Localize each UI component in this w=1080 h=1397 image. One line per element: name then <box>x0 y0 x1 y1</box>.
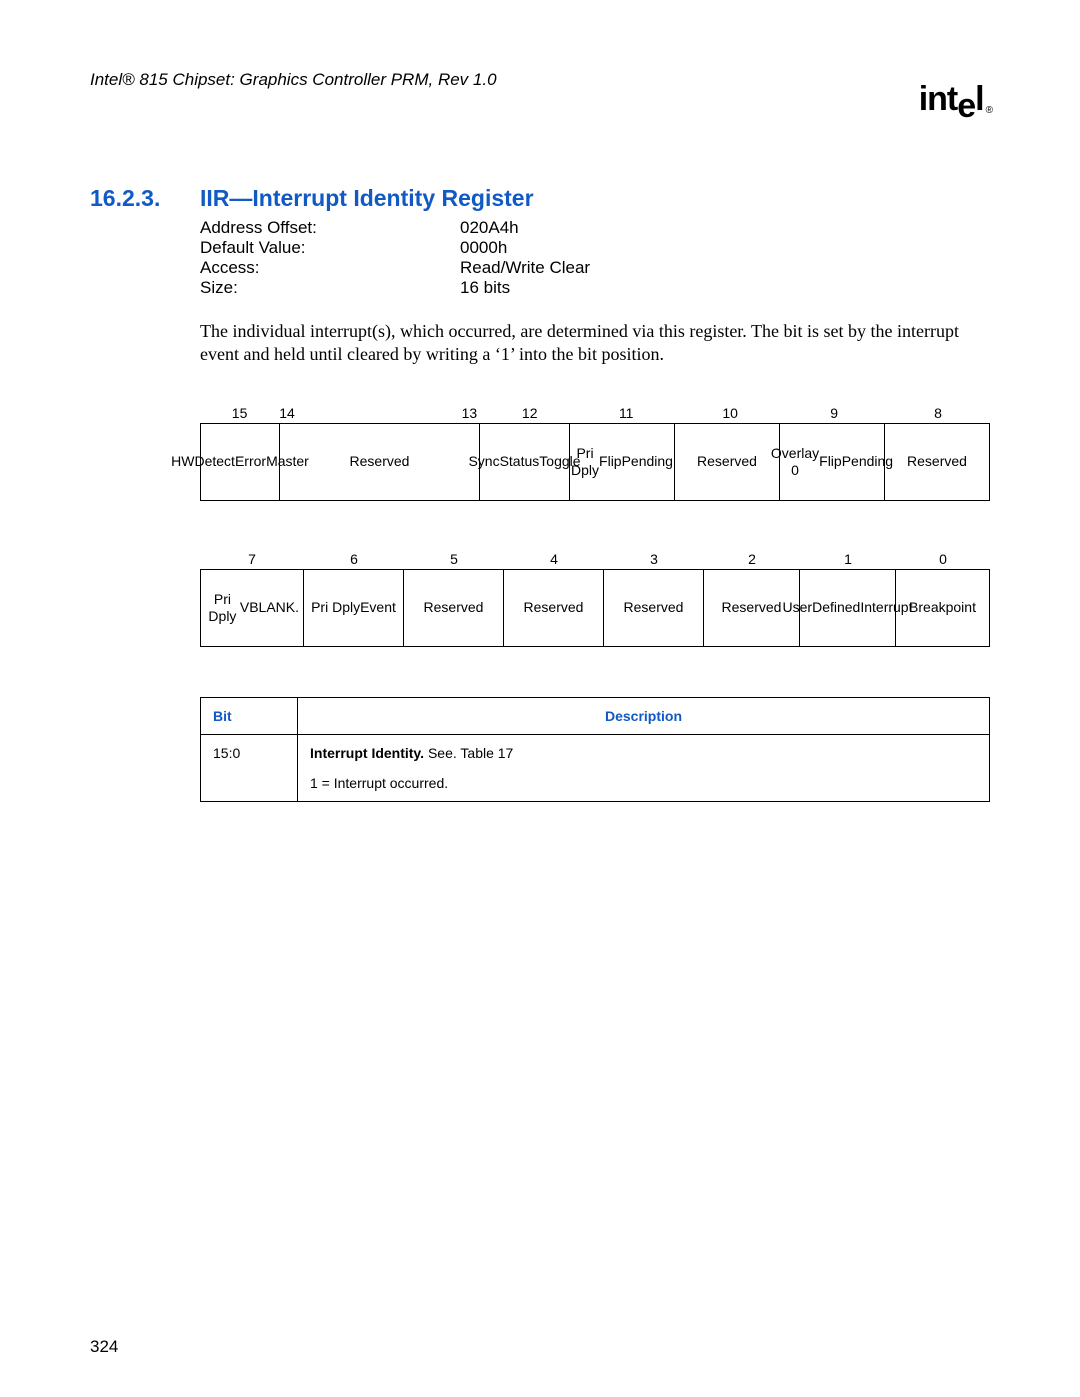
bit-cell-line: Overlay 0 <box>771 445 819 480</box>
bit-cell-line: Detect <box>194 453 234 471</box>
bit-cell-line: User <box>783 599 813 617</box>
desc-text: See. Table 17 <box>424 745 513 761</box>
bit-diagram-high: 15141312111098HWDetectErrorMasterReserve… <box>200 405 990 501</box>
table-header-bit: Bit <box>201 698 298 735</box>
bit-number: 2 <box>704 551 800 569</box>
page-number: 324 <box>90 1337 118 1357</box>
bit-cell-line: Pri Dply <box>311 599 360 617</box>
bit-cell: UserDefinedInterrupt <box>800 569 896 647</box>
bit-cell-line: Reserved <box>697 453 757 471</box>
bit-cell: Reserved <box>885 423 990 501</box>
bit-cell: Pri DplyFlipPending <box>570 423 675 501</box>
bit-number: 5 <box>404 551 504 569</box>
bit-cell-line: Status <box>500 453 540 471</box>
bit-cell-line: Error <box>235 453 266 471</box>
desc-bold-text: Interrupt Identity. <box>310 745 424 761</box>
bit-header-row: 15141312111098 <box>200 405 990 423</box>
table-cell-bit: 15:0 <box>201 735 298 802</box>
field-value: Read/Write Clear <box>460 258 590 278</box>
bit-cell-line: Reserved <box>624 599 684 617</box>
bit-cell-line: Event <box>360 599 396 617</box>
bit-cell: Reserved <box>504 569 604 647</box>
bit-body-row: Pri DplyVBLANK.Pri DplyEventReservedRese… <box>200 569 990 647</box>
field-value: 0000h <box>460 238 507 258</box>
bit-diagram-low: 76543210Pri DplyVBLANK.Pri DplyEventRese… <box>200 551 990 647</box>
bit-cell: Reserved <box>604 569 704 647</box>
bit-cell: Breakpoint <box>896 569 990 647</box>
bit-cell: Reserved <box>280 423 480 501</box>
bit-number: 6 <box>304 551 404 569</box>
description-paragraph: The individual interrupt(s), which occur… <box>200 320 990 365</box>
field-row: Default Value: 0000h <box>200 238 990 258</box>
bit-cell-line: Reserved <box>907 453 967 471</box>
table-cell-description: Interrupt Identity. See. Table 17 1 = In… <box>298 735 990 802</box>
bit-cell: Pri DplyEvent <box>304 569 404 647</box>
bit-cell-line: Reserved <box>722 599 782 617</box>
bit-cell-line: Flip <box>819 453 842 471</box>
page: Intel® 815 Chipset: Graphics Controller … <box>0 0 1080 1397</box>
bit-number: 15 <box>200 405 279 423</box>
bit-cell-line: Flip <box>599 453 622 471</box>
section-number: 16.2.3. <box>90 185 200 212</box>
bit-number: 7 <box>200 551 304 569</box>
bit-cell-line: Sync <box>468 453 499 471</box>
desc-line2: 1 = Interrupt occurred. <box>310 775 448 791</box>
table-row: 15:0 Interrupt Identity. See. Table 17 1… <box>201 735 990 802</box>
bit-number: 14 <box>279 405 378 423</box>
bit-number: 10 <box>678 405 782 423</box>
bit-number: 8 <box>886 405 990 423</box>
register-fields: Address Offset: 020A4h Default Value: 00… <box>200 218 990 298</box>
bit-cell-line: Breakpoint <box>909 599 976 617</box>
table-header-description: Description <box>298 698 990 735</box>
bit-cell-line: Pri Dply <box>571 445 599 480</box>
field-value: 16 bits <box>460 278 510 298</box>
bit-number: 13 <box>378 405 485 423</box>
bit-cell-line: Reserved <box>524 599 584 617</box>
bit-cell: Reserved <box>675 423 780 501</box>
field-row: Access: Read/Write Clear <box>200 258 990 278</box>
field-label: Default Value: <box>200 238 460 258</box>
section-title: IIR—Interrupt Identity Register <box>200 185 534 212</box>
bit-number: 0 <box>896 551 990 569</box>
bit-number: 1 <box>800 551 896 569</box>
bit-number: 3 <box>604 551 704 569</box>
bit-cell: SyncStatusToggle <box>480 423 570 501</box>
bit-number: 12 <box>485 405 574 423</box>
bit-cell-line: Pending <box>622 453 673 471</box>
intel-logo: intel® <box>919 80 990 119</box>
bit-cell-line: Reserved <box>350 453 410 471</box>
content-body: Address Offset: 020A4h Default Value: 00… <box>200 218 990 802</box>
bit-number: 11 <box>574 405 678 423</box>
field-label: Access: <box>200 258 460 278</box>
bit-cell-line: VBLANK. <box>240 599 299 617</box>
bit-cell-line: Pri Dply <box>205 591 240 626</box>
bit-number: 9 <box>782 405 886 423</box>
description-table: Bit Description 15:0 Interrupt Identity.… <box>200 697 990 802</box>
bit-cell-line: HW <box>171 453 194 471</box>
section-block: 16.2.3. IIR—Interrupt Identity Register … <box>90 185 990 802</box>
bit-cell-line: Defined <box>812 599 860 617</box>
doc-header: Intel® 815 Chipset: Graphics Controller … <box>90 70 990 90</box>
field-row: Address Offset: 020A4h <box>200 218 990 238</box>
bit-number: 4 <box>504 551 604 569</box>
field-row: Size: 16 bits <box>200 278 990 298</box>
bit-cell: HWDetectErrorMaster <box>200 423 280 501</box>
bit-cell-line: Reserved <box>424 599 484 617</box>
field-label: Size: <box>200 278 460 298</box>
bit-header-row: 76543210 <box>200 551 990 569</box>
bit-cell: Pri DplyVBLANK. <box>200 569 304 647</box>
field-label: Address Offset: <box>200 218 460 238</box>
bit-body-row: HWDetectErrorMaster Reserved SyncStatusTog… <box>200 423 990 501</box>
field-value: 020A4h <box>460 218 519 238</box>
bit-cell: Overlay 0FlipPending <box>780 423 885 501</box>
bit-cell: Reserved <box>404 569 504 647</box>
